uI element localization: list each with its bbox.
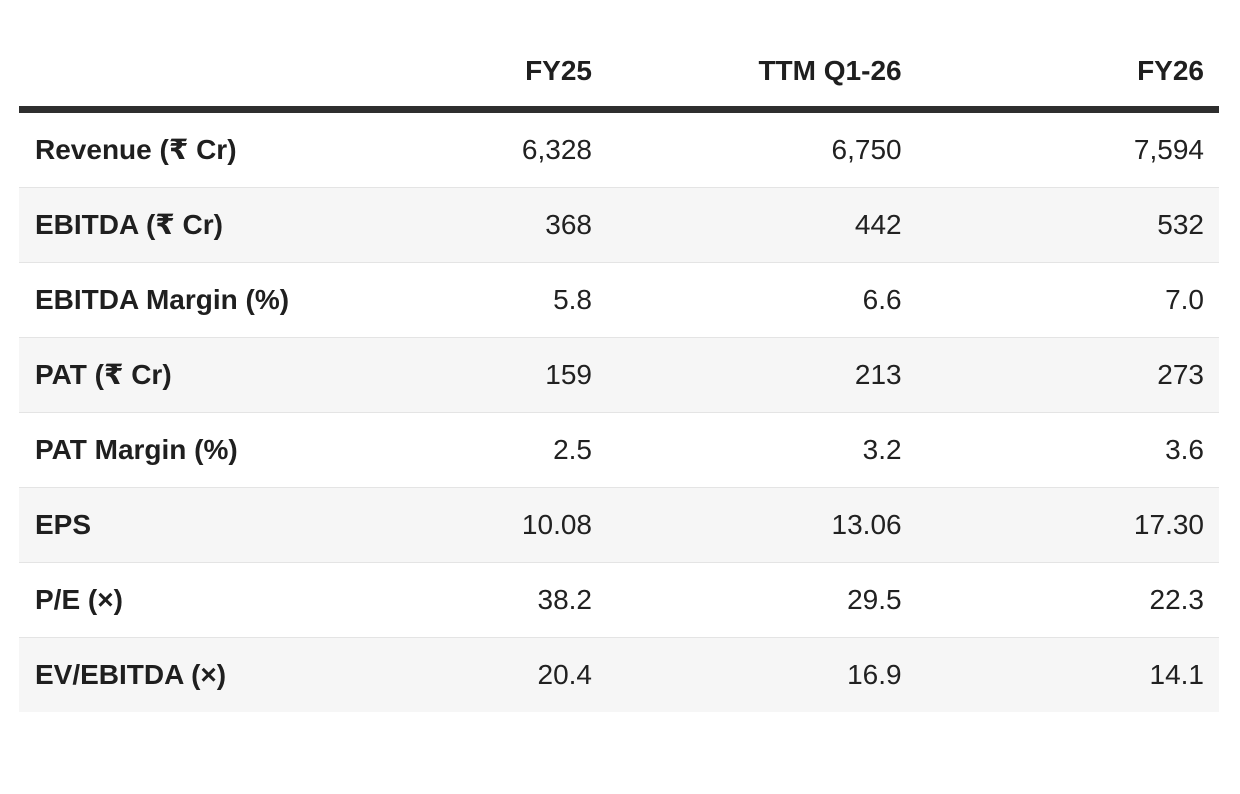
table-row-revenue: Revenue (₹ Cr) 6,328 6,750 7,594 (19, 109, 1219, 188)
corner-cell (19, 40, 301, 113)
row-label: EV/EBITDA (×) (19, 637, 301, 712)
table-row-ebitda: EBITDA (₹ Cr) 368 442 532 (19, 187, 1219, 263)
column-header-ttm-q1-26: TTM Q1-26 (607, 40, 917, 113)
cell-value: 6,328 (301, 109, 607, 188)
financials-table: FY25 TTM Q1-26 FY26 Revenue (₹ Cr) 6,328… (19, 40, 1219, 712)
cell-value: 532 (916, 187, 1219, 263)
row-label: PAT (₹ Cr) (19, 337, 301, 413)
table-row-pe: P/E (×) 38.2 29.5 22.3 (19, 562, 1219, 638)
column-header-fy25: FY25 (301, 40, 607, 113)
cell-value: 10.08 (301, 487, 607, 563)
cell-value: 20.4 (301, 637, 607, 712)
cell-value: 7,594 (916, 109, 1219, 188)
table-row-pat: PAT (₹ Cr) 159 213 273 (19, 337, 1219, 413)
cell-value: 17.30 (916, 487, 1219, 563)
cell-value: 22.3 (916, 562, 1219, 638)
cell-value: 3.2 (607, 412, 917, 488)
row-label: PAT Margin (%) (19, 412, 301, 488)
cell-value: 6.6 (607, 262, 917, 338)
cell-value: 213 (607, 337, 917, 413)
header-row: FY25 TTM Q1-26 FY26 (19, 40, 1219, 113)
cell-value: 14.1 (916, 637, 1219, 712)
row-label: EBITDA Margin (%) (19, 262, 301, 338)
row-label: EPS (19, 487, 301, 563)
cell-value: 442 (607, 187, 917, 263)
cell-value: 29.5 (607, 562, 917, 638)
cell-value: 6,750 (607, 109, 917, 188)
cell-value: 159 (301, 337, 607, 413)
table-row-ebitda-margin: EBITDA Margin (%) 5.8 6.6 7.0 (19, 262, 1219, 338)
cell-value: 273 (916, 337, 1219, 413)
cell-value: 5.8 (301, 262, 607, 338)
table-row-eps: EPS 10.08 13.06 17.30 (19, 487, 1219, 563)
row-label: P/E (×) (19, 562, 301, 638)
cell-value: 368 (301, 187, 607, 263)
column-header-fy26: FY26 (916, 40, 1219, 113)
financials-table-container: FY25 TTM Q1-26 FY26 Revenue (₹ Cr) 6,328… (19, 40, 1219, 712)
row-label: EBITDA (₹ Cr) (19, 187, 301, 263)
cell-value: 38.2 (301, 562, 607, 638)
cell-value: 7.0 (916, 262, 1219, 338)
row-label: Revenue (₹ Cr) (19, 109, 301, 188)
table-row-pat-margin: PAT Margin (%) 2.5 3.2 3.6 (19, 412, 1219, 488)
cell-value: 2.5 (301, 412, 607, 488)
table-row-ev-ebitda: EV/EBITDA (×) 20.4 16.9 14.1 (19, 637, 1219, 712)
cell-value: 16.9 (607, 637, 917, 712)
cell-value: 3.6 (916, 412, 1219, 488)
cell-value: 13.06 (607, 487, 917, 563)
